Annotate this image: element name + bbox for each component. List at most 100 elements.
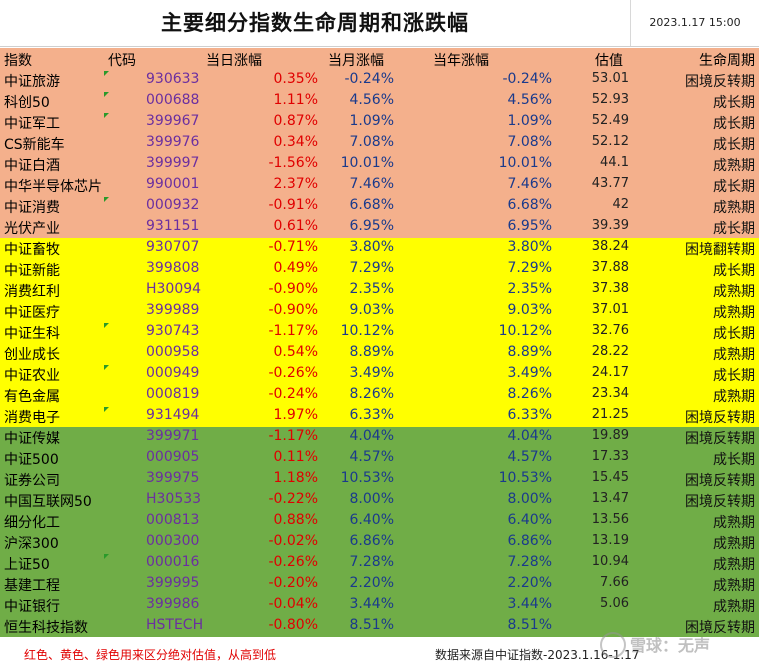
index-code: 399975 bbox=[146, 470, 200, 486]
valuation: 52.93 bbox=[591, 92, 629, 107]
month-change: 8.51% bbox=[349, 617, 394, 633]
day-change: -0.80% bbox=[268, 617, 318, 633]
col-day-header: 当日涨幅 bbox=[206, 53, 262, 69]
month-change: 3.44% bbox=[349, 596, 394, 612]
day-change: -0.91% bbox=[268, 197, 318, 213]
year-change: 6.68% bbox=[507, 197, 552, 213]
year-change: -0.24% bbox=[502, 71, 552, 87]
year-change: 3.80% bbox=[507, 239, 552, 255]
month-change: 8.00% bbox=[349, 491, 394, 507]
month-change: 8.26% bbox=[349, 386, 394, 402]
index-code: 399995 bbox=[146, 575, 200, 591]
index-code: 990001 bbox=[146, 176, 200, 192]
index-code: 399997 bbox=[146, 155, 200, 171]
valuation: 10.94 bbox=[591, 554, 629, 569]
index-code: HSTECH bbox=[146, 617, 204, 633]
index-table: 中证旅游 930633 0.35% -0.24% -0.24% 53.01 困境反转期 科创5… bbox=[0, 70, 759, 637]
life-cycle: 成长期 bbox=[713, 263, 755, 279]
index-name: 中证医疗 bbox=[4, 305, 60, 321]
index-code: 000949 bbox=[146, 365, 200, 381]
index-name: 中证旅游 bbox=[4, 74, 60, 90]
life-cycle: 成熟期 bbox=[713, 389, 755, 405]
table-row: 消费红利 H30094 -0.90% 2.35% 2.35% 37.38 成熟期 bbox=[0, 280, 759, 301]
year-change: 8.00% bbox=[507, 491, 552, 507]
year-change: 10.53% bbox=[498, 470, 552, 486]
year-change: 6.33% bbox=[507, 407, 552, 423]
col-valuation-header: 估值 bbox=[595, 53, 623, 69]
watermark-text: 雪球：无声 bbox=[630, 636, 711, 655]
day-change: 0.49% bbox=[273, 260, 318, 276]
index-code: 930707 bbox=[146, 239, 200, 255]
valuation: 53.01 bbox=[591, 71, 629, 86]
index-code: 000300 bbox=[146, 533, 200, 549]
table-row: 细分化工 000813 0.88% 6.40% 6.40% 13.56 成熟期 bbox=[0, 511, 759, 532]
day-change: -0.26% bbox=[268, 554, 318, 570]
index-name: 中证军工 bbox=[4, 116, 60, 132]
valuation: 37.88 bbox=[591, 260, 629, 275]
year-change: 4.04% bbox=[507, 428, 552, 444]
index-name: 恒生科技指数 bbox=[4, 620, 88, 636]
valuation: 39.39 bbox=[591, 218, 629, 233]
month-change: 7.29% bbox=[349, 260, 394, 276]
day-change: -1.56% bbox=[268, 155, 318, 171]
index-code: 399976 bbox=[146, 134, 200, 150]
day-change: 1.97% bbox=[273, 407, 318, 423]
year-change: 6.95% bbox=[507, 218, 552, 234]
valuation: 13.56 bbox=[591, 512, 629, 527]
table-row: 中证消费 000932 -0.91% 6.68% 6.68% 42 成熟期 bbox=[0, 196, 759, 217]
life-cycle: 成熟期 bbox=[713, 578, 755, 594]
page-title: 主要细分指数生命周期和涨跌幅 bbox=[161, 11, 469, 35]
table-row: 科创50 000688 1.11% 4.56% 4.56% 52.93 成长期 bbox=[0, 91, 759, 112]
footer: 红色、黄色、绿色用来区分绝对估值，从高到低 数据来源自中证指数-2023.1.1… bbox=[0, 641, 759, 667]
year-change: 9.03% bbox=[507, 302, 552, 318]
table-row: 中证旅游 930633 0.35% -0.24% -0.24% 53.01 困境反转期 bbox=[0, 70, 759, 91]
col-name-header: 指数 bbox=[4, 53, 32, 69]
year-change: 7.08% bbox=[507, 134, 552, 150]
life-cycle: 困境反转期 bbox=[685, 74, 755, 90]
table-row: 中国互联网50 H30533 -0.22% 8.00% 8.00% 13.47 困境反转期 bbox=[0, 490, 759, 511]
year-change: 2.20% bbox=[507, 575, 552, 591]
year-change: 3.49% bbox=[507, 365, 552, 381]
day-change: 0.54% bbox=[273, 344, 318, 360]
index-name: CS新能车 bbox=[4, 137, 65, 153]
day-change: -0.04% bbox=[268, 596, 318, 612]
year-change: 3.44% bbox=[507, 596, 552, 612]
index-name: 中国互联网50 bbox=[4, 494, 92, 510]
valuation: 17.33 bbox=[591, 449, 629, 464]
index-name: 中证畜牧 bbox=[4, 242, 60, 258]
table-row: 中证白酒 399997 -1.56% 10.01% 10.01% 44.1 成熟期 bbox=[0, 154, 759, 175]
valuation: 38.24 bbox=[591, 239, 629, 254]
life-cycle: 困境反转期 bbox=[685, 410, 755, 426]
life-cycle: 成长期 bbox=[713, 452, 755, 468]
life-cycle: 困境反转期 bbox=[685, 431, 755, 447]
comment-marker-icon bbox=[104, 197, 109, 202]
index-name: 细分化工 bbox=[4, 515, 60, 531]
life-cycle: 成长期 bbox=[713, 137, 755, 153]
year-change: 2.35% bbox=[507, 281, 552, 297]
valuation: 19.89 bbox=[591, 428, 629, 443]
comment-marker-icon bbox=[104, 554, 109, 559]
month-change: 2.35% bbox=[349, 281, 394, 297]
life-cycle: 成熟期 bbox=[713, 347, 755, 363]
index-name: 光伏产业 bbox=[4, 221, 60, 237]
index-name: 证券公司 bbox=[4, 473, 60, 489]
header: 主要细分指数生命周期和涨跌幅 2023.1.17 15:00 bbox=[0, 0, 759, 47]
life-cycle: 困境反转期 bbox=[685, 494, 755, 510]
table-row: 中证医疗 399989 -0.90% 9.03% 9.03% 37.01 成熟期 bbox=[0, 301, 759, 322]
index-code: 931151 bbox=[146, 218, 200, 234]
month-change: 4.04% bbox=[349, 428, 394, 444]
table-row: 中证生科 930743 -1.17% 10.12% 10.12% 32.76 成长期 bbox=[0, 322, 759, 343]
valuation: 23.34 bbox=[591, 386, 629, 401]
index-code: 000905 bbox=[146, 449, 200, 465]
index-name: 消费电子 bbox=[4, 410, 60, 426]
day-change: -0.24% bbox=[268, 386, 318, 402]
index-name: 中证生科 bbox=[4, 326, 60, 342]
month-change: -0.24% bbox=[344, 71, 394, 87]
year-change: 7.29% bbox=[507, 260, 552, 276]
comment-marker-icon bbox=[104, 71, 109, 76]
col-month-header: 当月涨幅 bbox=[328, 53, 384, 69]
day-change: -0.90% bbox=[268, 281, 318, 297]
year-change: 1.09% bbox=[507, 113, 552, 129]
index-name: 上证50 bbox=[4, 557, 50, 573]
index-code: H30533 bbox=[146, 491, 202, 507]
